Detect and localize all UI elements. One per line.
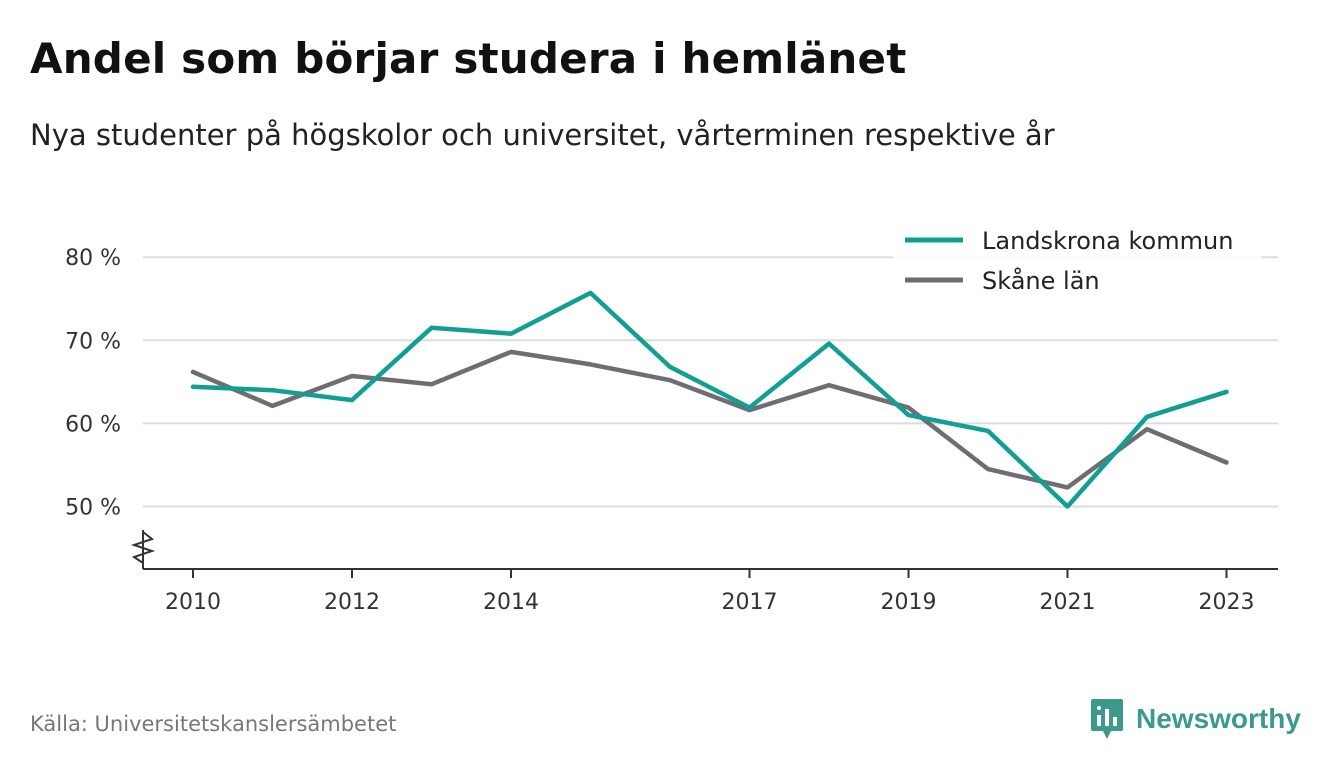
y-tick-label: 70 % xyxy=(65,329,121,354)
newsworthy-logo: Newsworthy xyxy=(1089,697,1301,741)
x-tick-label: 2017 xyxy=(722,590,778,615)
chart-title: Andel som börjar studera i hemlänet xyxy=(30,34,907,83)
x-tick-label: 2021 xyxy=(1040,590,1096,615)
legend-background xyxy=(893,220,1261,302)
y-tick-label: 80 % xyxy=(65,246,121,271)
source-note: Källa: Universitetskanslersämbetet xyxy=(30,712,397,736)
chart-subtitle: Nya studenter på högskolor och universit… xyxy=(30,118,1055,152)
series-line-skane xyxy=(190,349,1229,490)
x-tick-label: 2010 xyxy=(165,590,221,615)
x-tick-label: 2012 xyxy=(324,590,380,615)
y-tick-label: 60 % xyxy=(65,412,121,437)
x-tick-label: 2014 xyxy=(483,590,539,615)
x-tick-label: 2019 xyxy=(881,590,937,615)
newsworthy-logo-icon xyxy=(1091,699,1123,739)
y-axis-break-icon xyxy=(130,531,156,564)
y-tick-label: 50 % xyxy=(65,496,121,521)
legend-label: Landskrona kommun xyxy=(982,227,1233,255)
x-tick-label: 2023 xyxy=(1199,590,1255,615)
series-line-landskrona xyxy=(190,290,1229,509)
legend-label: Skåne län xyxy=(982,266,1100,295)
newsworthy-logo-text: Newsworthy xyxy=(1136,703,1301,734)
